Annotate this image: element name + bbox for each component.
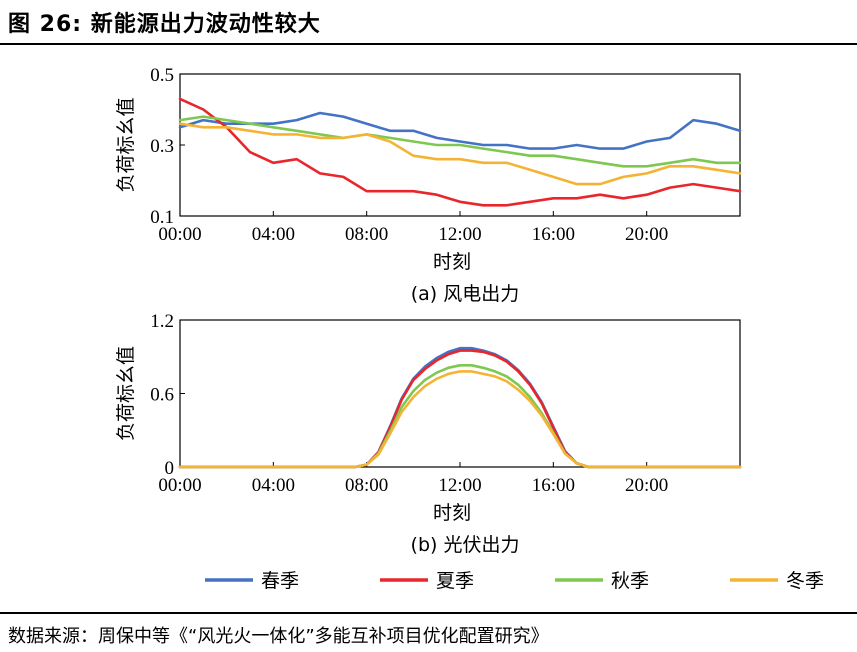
x-tick-label-a-0: 00:00 xyxy=(158,224,201,245)
figure-canvas: 00:00 04:00 08:00 12:00 16:00 20:00 0.1 0.3 0.5 时… xyxy=(115,65,824,592)
x-tick-label-a-3: 12:00 xyxy=(438,224,481,245)
y-tick-label-b-2: 1.2 xyxy=(150,311,174,332)
legend-label-2: 秋季 xyxy=(611,570,649,592)
bottom-rule xyxy=(0,612,857,614)
series-line-a-2 xyxy=(178,115,742,168)
legend-label-1: 夏季 xyxy=(436,570,474,592)
x-tick-label-b-0: 00:00 xyxy=(158,475,201,496)
panel-caption-b: (b) 光伏出力 xyxy=(411,534,520,556)
figure-title: 图 26: 新能源出力波动性较大 xyxy=(8,12,321,37)
x-axis-title-a: 时刻 xyxy=(433,251,471,273)
series-line-b-1 xyxy=(178,349,742,469)
series-line-b-3 xyxy=(178,370,742,469)
x-tick-label-a-1: 04:00 xyxy=(252,224,295,245)
x-tick-label-b-3: 12:00 xyxy=(438,475,481,496)
x-tick-label-a-2: 08:00 xyxy=(345,224,388,245)
legend-label-0: 春季 xyxy=(261,570,299,592)
y-tick-label-b-1: 0.6 xyxy=(150,385,174,406)
x-axis-title-b: 时刻 xyxy=(433,502,471,524)
x-tick-label-b-1: 04:00 xyxy=(252,475,295,496)
plot-frame-b xyxy=(179,319,741,468)
x-tick-label-b-2: 08:00 xyxy=(345,475,388,496)
series-line-b-2 xyxy=(178,363,742,469)
series-line-a-3 xyxy=(178,122,742,186)
series-line-a-1 xyxy=(178,97,742,207)
top-rule xyxy=(0,43,857,45)
data-source: 数据来源：周保中等《“风光火一体化”多能互补项目优化配置研究》 xyxy=(8,626,549,647)
panel-caption-a: (a) 风电出力 xyxy=(411,283,520,305)
y-axis-title-a: 负荷标幺值 xyxy=(115,97,137,192)
x-tick-label-b-4: 16:00 xyxy=(532,475,575,496)
y-tick-label-a-0: 0.1 xyxy=(150,207,174,228)
x-tick-label-a-4: 16:00 xyxy=(532,224,575,245)
x-tick-label-a-5: 20:00 xyxy=(625,224,668,245)
y-tick-label-b-0: 0 xyxy=(165,458,175,479)
y-tick-label-a-2: 0.5 xyxy=(150,65,174,86)
y-tick-label-a-1: 0.3 xyxy=(150,136,174,157)
x-tick-label-b-5: 20:00 xyxy=(625,475,668,496)
series-line-a-0 xyxy=(178,111,742,150)
legend-label-3: 冬季 xyxy=(786,570,824,592)
y-axis-title-b: 负荷标幺值 xyxy=(115,346,137,441)
